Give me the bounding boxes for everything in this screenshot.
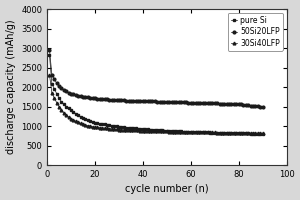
30Si40LFP bbox=[225, 131, 229, 134]
50Si20LFP bbox=[261, 106, 264, 108]
pure Si bbox=[196, 131, 200, 133]
X-axis label: cycle number (n): cycle number (n) bbox=[125, 184, 208, 194]
pure Si bbox=[48, 54, 51, 57]
Legend: pure Si, 50Si20LFP, 30Si40LFP: pure Si, 50Si20LFP, 30Si40LFP bbox=[228, 13, 283, 51]
50Si20LFP bbox=[251, 105, 255, 107]
pure Si bbox=[230, 132, 233, 134]
pure Si bbox=[261, 133, 264, 135]
50Si20LFP bbox=[225, 103, 229, 105]
30Si40LFP bbox=[112, 128, 116, 130]
50Si20LFP bbox=[112, 99, 116, 101]
30Si40LFP bbox=[196, 131, 200, 133]
Y-axis label: discharge capacity (mAh/g): discharge capacity (mAh/g) bbox=[6, 20, 16, 154]
Line: pure Si: pure Si bbox=[48, 54, 264, 135]
50Si20LFP bbox=[196, 102, 200, 104]
50Si20LFP bbox=[230, 103, 233, 105]
30Si40LFP bbox=[48, 74, 51, 76]
30Si40LFP bbox=[76, 121, 80, 123]
Line: 50Si20LFP: 50Si20LFP bbox=[48, 48, 264, 108]
50Si20LFP bbox=[76, 94, 80, 97]
30Si40LFP bbox=[230, 132, 233, 134]
Line: 30Si40LFP: 30Si40LFP bbox=[48, 74, 264, 135]
50Si20LFP bbox=[48, 48, 51, 51]
pure Si bbox=[112, 125, 116, 127]
30Si40LFP bbox=[261, 132, 264, 134]
pure Si bbox=[251, 132, 255, 135]
pure Si bbox=[225, 132, 229, 134]
pure Si bbox=[76, 114, 80, 116]
30Si40LFP bbox=[251, 132, 255, 134]
